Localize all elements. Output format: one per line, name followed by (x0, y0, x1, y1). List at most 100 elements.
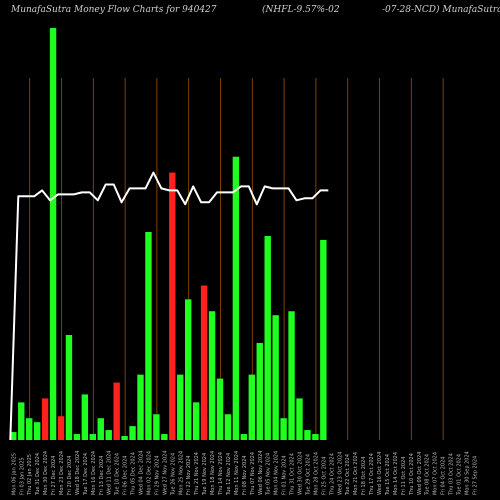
x-tick-label: Mon 30 Dec 2024 (43, 451, 49, 495)
money-flow-bar (280, 418, 287, 440)
x-tick-label: Fri 08 Nov 2024 (242, 455, 248, 495)
money-flow-bar (81, 394, 89, 440)
x-tick-label: Tue 01 Oct 2024 (457, 454, 463, 496)
x-tick-label: Thu 07 Nov 2024 (250, 452, 256, 496)
money-flow-bar (161, 434, 168, 440)
money-flow-bar (304, 430, 311, 440)
x-tick-label: Thu 14 Nov 2024 (218, 452, 224, 496)
x-tick-label: Mon 18 Nov 2024 (210, 451, 216, 495)
money-flow-bar (200, 285, 208, 440)
money-flow-bar (49, 27, 57, 441)
money-flow-bar (177, 374, 184, 440)
x-tick-label: Fri 13 Dec 2024 (99, 456, 105, 496)
x-tick-label: Mon 25 Nov 2024 (178, 451, 184, 495)
x-tick-label: Fri 18 Oct 2024 (361, 457, 367, 495)
x-tick-label: Thu 10 Oct 2024 (409, 453, 415, 496)
x-tick-label: Wed 30 Oct 2024 (298, 452, 304, 495)
money-flow-bar (26, 418, 33, 440)
x-tick-label: Tue 08 Oct 2024 (425, 454, 431, 496)
money-flow-bar (97, 418, 104, 440)
x-tick-label: Wed 11 Dec 2024 (107, 451, 113, 495)
x-tick-label: Tue 22 Oct 2024 (345, 454, 351, 496)
x-tick-label: Mon 11 Nov 2024 (234, 451, 240, 495)
x-tick-label: Tue 17 Dec 2024 (83, 453, 89, 496)
money-flow-bar (33, 422, 41, 440)
x-tick-label: Fri 03 Jan 2025 (19, 457, 25, 495)
x-tick-label: Mon 02 Dec 2024 (147, 451, 153, 495)
money-flow-bar (192, 402, 200, 440)
money-flow-bar (57, 416, 65, 440)
money-flow-bar (240, 434, 248, 440)
money-flow-bar (185, 299, 192, 440)
x-tick-label: Fri 01 Nov 2024 (282, 455, 288, 495)
money-flow-bar (224, 414, 232, 440)
x-tick-label: Thu 02 Jan 2025 (27, 454, 33, 496)
x-tick-label: Wed 04 Dec 2024 (139, 451, 145, 495)
money-flow-bar (153, 414, 160, 440)
money-flow-bar (105, 430, 112, 440)
x-tick-label: Tue 31 Dec 2024 (35, 453, 41, 496)
x-tick-label: Fri 04 Oct 2024 (441, 457, 447, 495)
money-flow-bar (113, 382, 120, 440)
x-tick-label: Tue 15 Oct 2024 (385, 454, 391, 496)
x-tick-label: Tue 26 Nov 2024 (170, 453, 176, 496)
x-tick-label: Fri 22 Nov 2024 (186, 455, 192, 495)
x-tick-label: Mon 30 Sep 2024 (465, 451, 471, 495)
x-tick-label: Wed 23 Oct 2024 (337, 452, 343, 495)
money-flow-bar (41, 398, 49, 440)
money-flow-bar (145, 232, 152, 440)
x-tick-label: Fri 27 Dec 2024 (51, 456, 57, 496)
money-flow-bar (256, 342, 263, 440)
x-tick-label: Thu 17 Oct 2024 (369, 453, 375, 496)
money-flow-bar (264, 235, 271, 440)
money-flow-bar (10, 432, 17, 440)
x-tick-label: Tue 12 Nov 2024 (226, 453, 232, 496)
x-tick-label: Fri 29 Nov 2024 (154, 455, 160, 495)
x-tick-label: Fri 20 Dec 2024 (67, 456, 73, 496)
x-tick-label: Wed 27 Nov 2024 (162, 450, 168, 495)
x-tick-label: Fri 11 Oct 2024 (401, 457, 407, 495)
x-tick-label: Tue 19 Nov 2024 (202, 453, 208, 496)
price-line (9, 171, 329, 441)
x-tick-label: Wed 16 Oct 2024 (377, 452, 383, 495)
money-flow-bar (272, 315, 279, 440)
chart-title-left: MunafaSutra Money Flow Charts for 940427 (11, 5, 217, 15)
money-flow-bar (296, 398, 303, 440)
x-tick-label: Wed 09 Oct 2024 (417, 452, 423, 495)
money-flow-bar (288, 311, 295, 440)
money-flow-bar (89, 434, 96, 440)
x-tick-label: Tue 10 Dec 2024 (115, 453, 121, 496)
x-tick-label: Tue 05 Nov 2024 (266, 453, 272, 496)
money-flow-bar (137, 374, 144, 440)
chart-title-middle: (NHFL-9.57%-02 (262, 5, 340, 15)
x-tick-label: Mon 23 Dec 2024 (59, 451, 65, 495)
x-tick-label: Mon 04 Nov 2024 (274, 451, 280, 495)
money-flow-bar (320, 239, 327, 440)
x-tick-label: Thu 24 Oct 2024 (329, 453, 335, 496)
money-flow-bar (312, 434, 319, 440)
money-flow-bar (121, 436, 128, 440)
money-flow-bar (169, 172, 176, 440)
x-tick-label: Thu 05 Dec 2024 (131, 452, 137, 496)
money-flow-bar (73, 434, 81, 440)
x-tick-label: Mon 16 Dec 2024 (91, 451, 97, 495)
x-tick-label: Tue 29 Oct 2024 (306, 454, 312, 496)
money-flow-bar (248, 374, 255, 440)
chart-title-right: -07-28-NCD) MunafaSutra (382, 5, 500, 15)
x-tick-label: Fri 27 Sep 2024 (472, 456, 478, 495)
money-flow-bar (216, 378, 224, 440)
x-tick-label: Wed 06 Nov 2024 (258, 450, 264, 495)
money-flow-bar (208, 311, 216, 440)
x-tick-label: Mon 07 Oct 2024 (433, 452, 439, 495)
x-tick-label: Thu 03 Oct 2024 (449, 453, 455, 496)
money-flow-bar (18, 402, 25, 440)
x-tick-label: Fri 06 Dec 2024 (123, 456, 129, 496)
money-flow-bar (232, 156, 240, 440)
x-tick-label: Wed 18 Dec 2024 (75, 451, 81, 495)
x-tick-label: Mon 28 Oct 2024 (313, 452, 319, 495)
money-flow-bar (129, 426, 136, 440)
x-tick-label: Thu 21 Nov 2024 (194, 452, 200, 496)
x-tick-label: Mon 14 Oct 2024 (393, 452, 399, 495)
